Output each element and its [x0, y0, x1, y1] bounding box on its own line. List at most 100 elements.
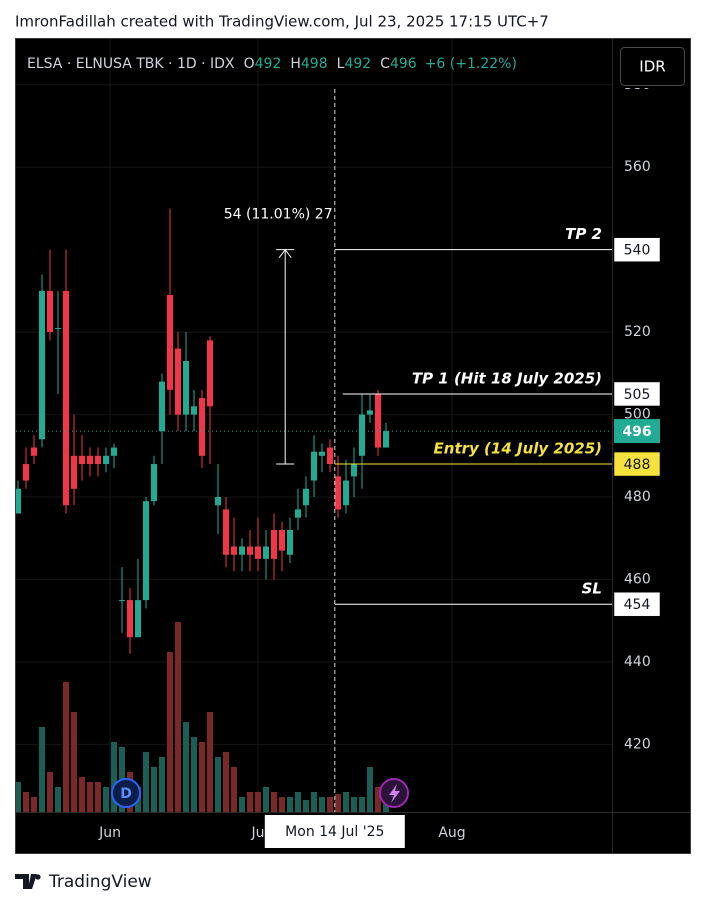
volume-bar — [23, 792, 29, 812]
volume-bar — [31, 797, 37, 812]
chart-frame — [15, 38, 691, 854]
x-tick-label: Jun — [98, 825, 121, 841]
x-tick-label: Ju — [250, 825, 264, 841]
volume-bar — [183, 722, 189, 812]
level-value: 505 — [624, 387, 651, 403]
crosshair-label: Mon 14 Jul '25 — [285, 824, 384, 840]
volume-bar — [223, 752, 229, 812]
y-tick-label: 440 — [624, 654, 651, 670]
candle-body — [199, 398, 205, 456]
y-tick-label: 520 — [624, 324, 651, 340]
y-tick-label: 420 — [624, 736, 651, 752]
time-axis: Jun Ju Aug Mon 14 Jul '25 — [98, 815, 466, 848]
measure-arrowhead — [278, 248, 292, 258]
volume-bar — [191, 737, 197, 812]
candle-body — [351, 464, 357, 477]
candle-body — [143, 501, 149, 601]
candle-body — [167, 295, 173, 390]
candle-body — [183, 360, 189, 415]
candle-body — [151, 464, 157, 502]
dividend-marker[interactable] — [111, 778, 141, 808]
candle-body — [55, 327, 61, 329]
candle-body — [359, 414, 365, 456]
volume-bar — [335, 794, 341, 812]
legend-item: 492 — [255, 56, 282, 72]
candle-body — [175, 348, 181, 415]
level-value: 540 — [624, 243, 651, 259]
volume-bar — [111, 742, 117, 812]
brand-logo-dot — [35, 874, 41, 880]
candle-body — [39, 290, 45, 440]
legend-item: 492 — [344, 56, 371, 72]
volume-bar — [311, 792, 317, 812]
volume-bar — [367, 767, 373, 812]
level-box — [613, 237, 661, 262]
level-name: SL — [582, 580, 602, 598]
volume-bar — [319, 797, 325, 812]
candle-body — [279, 530, 285, 551]
currency-button[interactable] — [620, 47, 685, 86]
volume-bar — [295, 792, 301, 812]
legend-item: C — [380, 56, 390, 72]
candle-body — [311, 451, 317, 481]
candle-body — [159, 381, 165, 432]
drawings — [16, 89, 612, 812]
x-tick-label: Aug — [438, 825, 465, 841]
candle-body — [16, 488, 21, 514]
legend-item: H — [290, 56, 301, 72]
candle-body — [335, 476, 341, 510]
y-tick-label: 460 — [624, 571, 651, 587]
candle-body — [31, 447, 37, 456]
legend: ELSA · ELNUSA TBK · 1D · IDX O492 H498 L492… — [27, 56, 517, 72]
volume-bar — [175, 622, 181, 812]
candle-body — [135, 600, 141, 638]
volume-bar — [71, 712, 77, 812]
currency-label: IDR — [639, 58, 665, 76]
candle-body — [271, 530, 277, 559]
candle-body — [231, 546, 237, 555]
volume-bar — [247, 792, 253, 812]
candle-body — [79, 455, 85, 465]
candle-body — [103, 455, 109, 465]
event-icon — [389, 784, 400, 803]
level-value: 454 — [624, 597, 651, 613]
candle-body — [119, 600, 125, 602]
volume-bar — [95, 782, 101, 812]
y-tick-label: 480 — [624, 489, 651, 505]
volume-bar — [359, 797, 365, 812]
level-value: 488 — [624, 457, 651, 473]
candle-body — [127, 600, 133, 638]
volume-bar — [207, 712, 213, 812]
candle-body — [23, 464, 29, 481]
volume-bar — [151, 767, 157, 812]
volume-bar — [239, 797, 245, 812]
candle-body — [87, 455, 93, 465]
candle-body — [215, 497, 221, 506]
volume-bar — [215, 757, 221, 812]
candle-body — [191, 406, 197, 415]
volume-bar — [167, 652, 173, 812]
level-name: TP 1 (Hit 18 July 2025) — [412, 369, 602, 387]
y-tick-label: 500 — [624, 407, 651, 423]
y-tick-label: 560 — [624, 159, 651, 175]
candle-body — [71, 455, 77, 489]
dividend-marker-label: D — [120, 786, 132, 802]
volume-bar — [55, 787, 61, 812]
volume-bar — [199, 742, 205, 812]
candles — [16, 208, 389, 654]
brand-logo — [15, 874, 37, 889]
candle-body — [111, 447, 117, 456]
candle-body — [95, 455, 101, 465]
credit: ImronFadillah created with TradingView.c… — [15, 13, 549, 31]
candle-body — [295, 509, 301, 518]
last-price-value: 496 — [622, 424, 651, 440]
legend-item: O — [244, 56, 255, 72]
candle-body — [383, 431, 389, 448]
legend-item: L — [337, 56, 345, 72]
level-labels: 540 505 488 454 496 — [613, 237, 661, 617]
candle-body — [287, 530, 293, 555]
candle-body — [239, 546, 245, 555]
candle-body — [63, 290, 69, 506]
y-tick-label: 580 — [624, 77, 651, 93]
level-name: Entry (14 July 2025) — [434, 440, 602, 458]
